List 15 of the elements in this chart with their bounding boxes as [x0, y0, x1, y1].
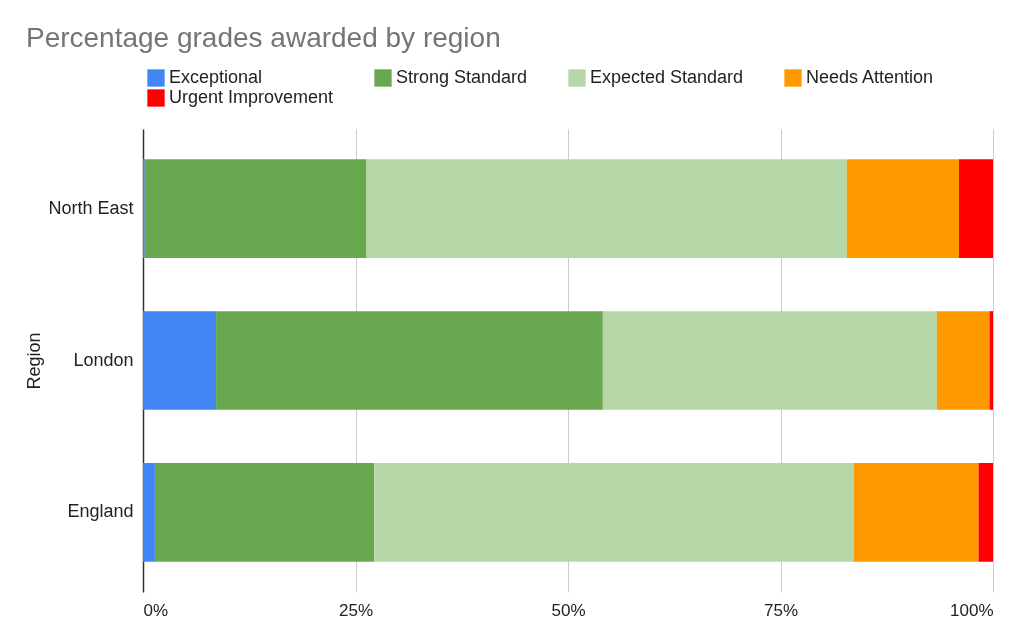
- chart-title: Percentage grades awarded by region: [25, 22, 501, 53]
- y-tick-label: England: [67, 501, 134, 522]
- legend-label: Needs Attention: [806, 67, 934, 87]
- legend-label: Exceptional: [169, 67, 263, 87]
- x-tick-label: 75%: [763, 600, 799, 620]
- legend-label: Strong Standard: [396, 67, 528, 87]
- legend-label: Urgent Improvement: [169, 87, 334, 107]
- y-tick-label: London: [73, 349, 134, 370]
- x-tick-label: 100%: [950, 600, 994, 620]
- legend-label: Expected Standard: [590, 67, 744, 87]
- x-tick-label: 50%: [551, 600, 586, 620]
- x-tick-label: 0%: [143, 600, 169, 620]
- y-axis-title: Region: [24, 332, 45, 390]
- y-tick-label: North East: [48, 197, 134, 218]
- x-tick-label: 25%: [338, 600, 374, 620]
